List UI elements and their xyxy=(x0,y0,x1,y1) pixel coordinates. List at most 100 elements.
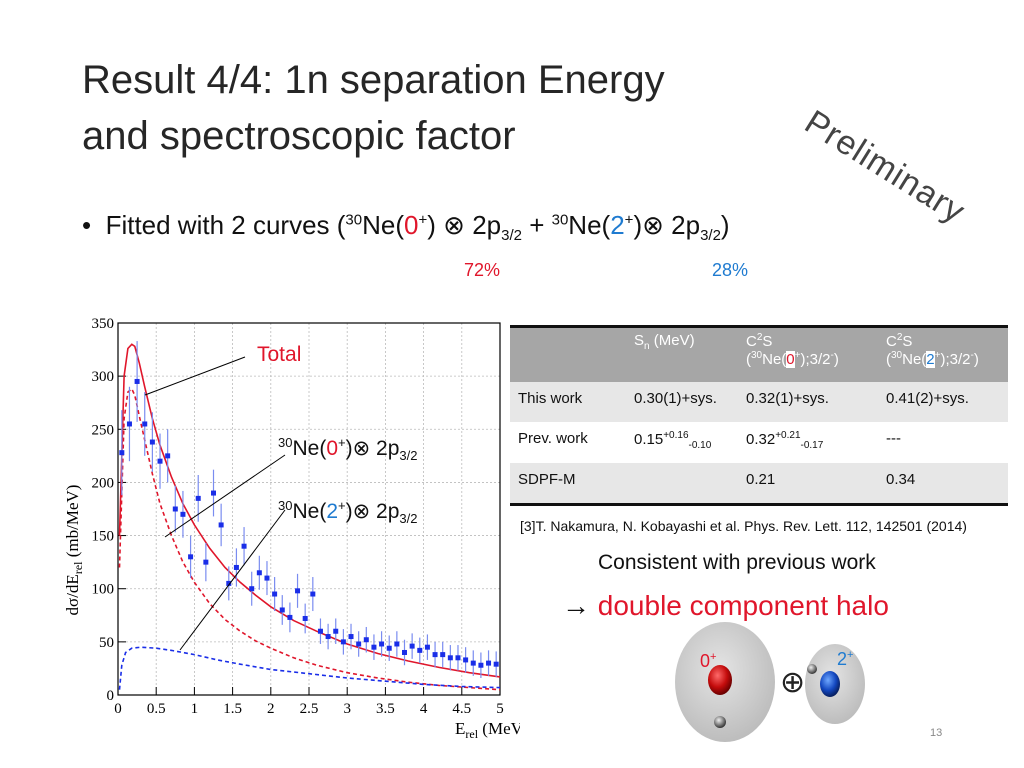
neutron-icon xyxy=(714,716,726,728)
otimes-symbol: ⊗ xyxy=(443,210,465,240)
data-point xyxy=(264,575,270,581)
x-tick-label: 1.5 xyxy=(223,701,242,717)
data-point xyxy=(149,439,155,445)
x-tick-label: 3 xyxy=(343,701,351,717)
data-point xyxy=(142,421,148,427)
neutron-icon xyxy=(807,664,817,674)
x-tick-label: 1 xyxy=(191,701,199,717)
data-point xyxy=(463,657,469,663)
x-tick-label: 0 xyxy=(114,701,122,717)
data-point xyxy=(249,586,255,592)
data-point xyxy=(455,655,461,661)
data-point xyxy=(340,639,346,645)
x-tick-label: 2.5 xyxy=(300,701,319,717)
data-point xyxy=(317,628,323,634)
oplus-icon: ⊕ xyxy=(780,665,805,700)
cell-c2s-2plus: --- xyxy=(886,430,901,447)
data-point xyxy=(493,661,499,667)
fit-curves xyxy=(118,343,501,691)
data-point xyxy=(165,453,171,459)
ne2-curve-label: 30Ne(2+)⊗ 2p3/2 xyxy=(278,498,418,527)
consistency-note: Consistent with previous work xyxy=(598,551,876,574)
page-number: 13 xyxy=(930,727,943,739)
data-point xyxy=(279,607,285,613)
data-point xyxy=(486,660,492,666)
data-point xyxy=(440,652,446,658)
axis-ticks: 0 0.5 1 1.5 2 2.5 3 3.5 4 4.5 50501001502002503003… xyxy=(92,316,504,717)
cell-sn: 0.15+0.16-0.10 xyxy=(634,430,712,451)
title-line-2: and spectroscopic factor xyxy=(82,114,516,158)
data-point xyxy=(363,637,369,643)
data-point xyxy=(409,643,415,649)
fraction-2plus: 28% xyxy=(712,260,749,280)
y-axis-label: dσ/dErel (mb/MeV) xyxy=(63,485,85,616)
data-point xyxy=(333,628,339,634)
table-row: This work 0.30(1)+sys. 0.32(1)+sys. 0.41… xyxy=(510,382,1008,422)
cell-c2s-0plus: 0.32+0.21-0.17 xyxy=(746,430,824,451)
data-point xyxy=(424,644,430,650)
data-point xyxy=(180,511,186,517)
page-title: Result 4/4: 1n separation Energy and spe… xyxy=(82,52,665,164)
data-point xyxy=(447,655,453,661)
data-point xyxy=(356,641,362,647)
data-point xyxy=(348,634,354,640)
cell-sn xyxy=(626,463,738,506)
y-tick-label: 0 xyxy=(107,688,115,704)
total-pointer-line xyxy=(144,356,246,396)
data-point xyxy=(478,662,484,668)
data-point xyxy=(470,660,476,666)
halo-nucleus-diagram: 0+ ⊕ 2+ xyxy=(675,622,865,742)
cell-sn: 0.30(1)+sys. xyxy=(626,382,738,422)
data-point xyxy=(379,641,385,647)
data-point xyxy=(402,649,407,655)
header-c2s-2plus: C2S (30Ne(2+);3/2-) xyxy=(878,325,1008,382)
table-header-row: Sn (MeV) C2S (30Ne(0+);3/2-) C2S (30Ne(2+)… xyxy=(510,325,1008,382)
halo-conclusion: → double component halo xyxy=(562,590,889,621)
x-tick-label: 4 xyxy=(420,701,428,717)
ne0-curve-label: 30Ne(0+)⊗ 2p3/2 xyxy=(278,435,418,464)
total-label: Total xyxy=(257,343,302,366)
cell-c2s-0plus: 0.21 xyxy=(738,463,878,506)
data-point xyxy=(287,614,293,620)
core-0plus-icon xyxy=(708,665,732,695)
row-label: SDPF-M xyxy=(510,463,626,506)
x-tick-label: 3.5 xyxy=(376,701,395,717)
title-line-1: Result 4/4: 1n separation Energy xyxy=(82,58,665,102)
cross-section-chart: 0 0.5 1 1.5 2 2.5 3 3.5 4 4.5 50501001502002503003… xyxy=(63,316,520,741)
state-0plus-label: 0+ xyxy=(700,651,716,671)
data-point xyxy=(394,641,400,647)
data-point xyxy=(272,591,278,597)
data-point xyxy=(417,647,423,653)
header-empty xyxy=(510,325,626,382)
data-point xyxy=(188,554,194,560)
data-point xyxy=(325,634,331,640)
data-point xyxy=(386,645,392,651)
data-point xyxy=(203,559,209,565)
data-point xyxy=(233,564,239,570)
data-point xyxy=(134,378,140,384)
bullet-fit-description: • Fitted with 2 curves (30Ne(0+) ⊗ 2p3/2… xyxy=(82,210,730,245)
y-tick-label: 350 xyxy=(92,316,115,332)
table-row: SDPF-M 0.21 0.34 xyxy=(510,463,1008,506)
data-point xyxy=(310,591,316,597)
data-point xyxy=(302,615,308,621)
cell-c2s-2plus: 0.34 xyxy=(878,463,1008,506)
fit-curve-2 xyxy=(118,646,501,690)
state-2plus-label: 2+ xyxy=(837,649,853,669)
data-point xyxy=(172,506,178,512)
core-2plus-icon xyxy=(820,671,840,697)
data-point xyxy=(256,570,262,576)
x-tick-label: 4.5 xyxy=(452,701,471,717)
y-tick-label: 250 xyxy=(92,422,115,438)
data-point xyxy=(371,644,377,650)
header-c2s-0plus: C2S (30Ne(0+);3/2-) xyxy=(738,325,878,382)
x-tick-label: 5 xyxy=(496,701,504,717)
data-point xyxy=(195,495,201,501)
data-point xyxy=(157,458,163,464)
y-tick-label: 300 xyxy=(92,369,115,385)
reference-citation: [3]T. Nakamura, N. Kobayashi et al. Phys… xyxy=(520,518,967,534)
ne0-pointer-line xyxy=(164,454,286,538)
right-arrow-icon: → xyxy=(562,590,590,621)
data-point xyxy=(119,450,125,456)
y-tick-label: 200 xyxy=(92,475,115,491)
